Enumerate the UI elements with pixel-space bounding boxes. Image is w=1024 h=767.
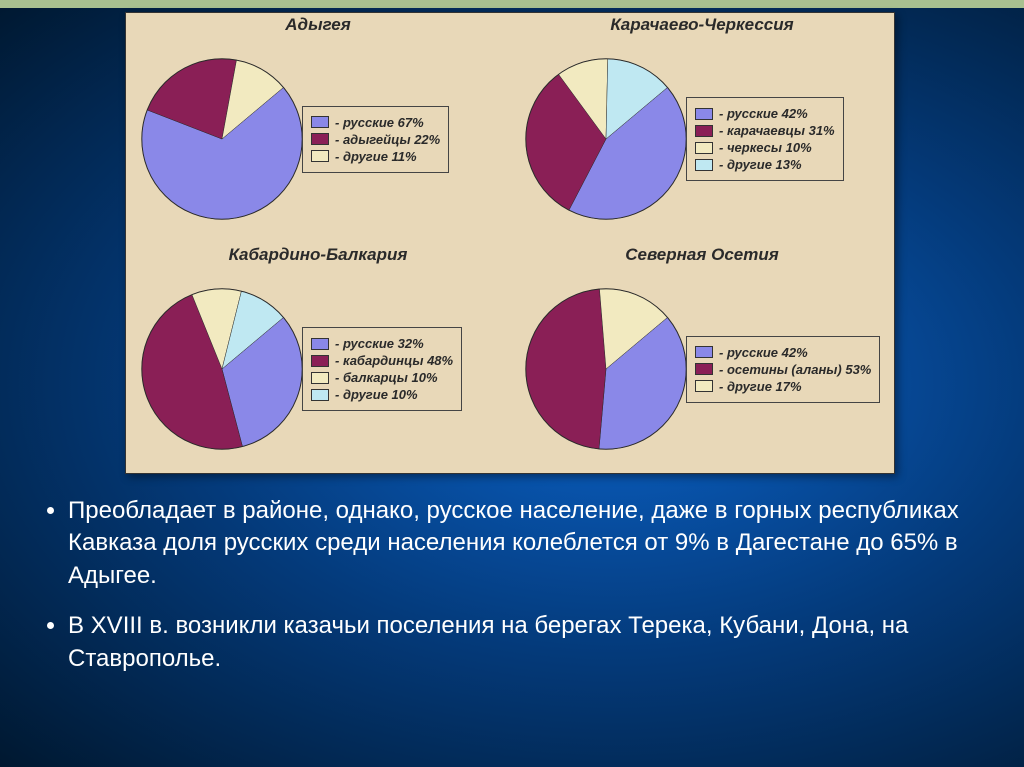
legend: - русские 42% - карачаевцы 31% - черкесы 1…	[686, 97, 844, 181]
legend-row: - осетины (аланы) 53%	[695, 362, 871, 377]
legend-row: - адыгейцы 22%	[311, 132, 440, 147]
legend-label: - кабардинцы 48%	[335, 353, 453, 368]
legend-row: - карачаевцы 31%	[695, 123, 835, 138]
chart-body: - русские 42% - карачаевцы 31% - черкесы 1…	[510, 35, 894, 243]
legend-row: - другие 17%	[695, 379, 871, 394]
chart-cell: Северная Осетия - русские 42% - осетины (а…	[510, 243, 894, 473]
legend-swatch	[695, 346, 713, 358]
legend-swatch	[695, 159, 713, 171]
legend-label: - русские 67%	[335, 115, 424, 130]
legend-row: - русские 42%	[695, 345, 871, 360]
chart-title: Северная Осетия	[625, 245, 779, 265]
legend-label: - черкесы 10%	[719, 140, 812, 155]
legend-row: - другие 10%	[311, 387, 453, 402]
legend-swatch	[695, 108, 713, 120]
legend-label: - осетины (аланы) 53%	[719, 362, 871, 377]
legend-swatch	[311, 150, 329, 162]
chart-title: Адыгея	[285, 15, 350, 35]
chart-cell: Адыгея - русские 67% - адыгейцы 22% - други…	[126, 13, 510, 243]
chart-body: - русские 32% - кабардинцы 48% - балкарцы …	[126, 265, 510, 473]
legend-swatch	[311, 133, 329, 145]
bullet-item: В XVIII в. возникли казачьи поселения на…	[68, 610, 994, 675]
bullet-text: Преобладает в районе, однако, русское на…	[40, 495, 994, 693]
legend-label: - русские 42%	[719, 106, 808, 121]
legend-swatch	[695, 363, 713, 375]
legend-label: - другие 10%	[335, 387, 418, 402]
legend-row: - русские 67%	[311, 115, 440, 130]
legend-swatch	[695, 125, 713, 137]
pie-chart	[516, 279, 696, 459]
legend-row: - кабардинцы 48%	[311, 353, 453, 368]
legend-swatch	[311, 338, 329, 350]
pie-chart	[132, 279, 312, 459]
charts-grid: Адыгея - русские 67% - адыгейцы 22% - други…	[126, 13, 894, 473]
chart-title: Карачаево-Черкессия	[610, 15, 793, 35]
legend-label: - балкарцы 10%	[335, 370, 438, 385]
legend: - русские 67% - адыгейцы 22% - другие 11%	[302, 106, 449, 173]
legend-swatch	[311, 355, 329, 367]
pie-chart	[132, 49, 312, 229]
chart-body: - русские 42% - осетины (аланы) 53% - друг…	[510, 265, 894, 473]
legend-row: - другие 11%	[311, 149, 440, 164]
legend-label: - русские 42%	[719, 345, 808, 360]
bullet-list: Преобладает в районе, однако, русское на…	[40, 495, 994, 675]
chart-title: Кабардино-Балкария	[229, 245, 408, 265]
legend-row: - другие 13%	[695, 157, 835, 172]
legend-row: - русские 32%	[311, 336, 453, 351]
pie-chart	[516, 49, 696, 229]
legend-label: - другие 11%	[335, 149, 417, 164]
legend-swatch	[311, 372, 329, 384]
legend-label: - карачаевцы 31%	[719, 123, 835, 138]
legend: - русские 42% - осетины (аланы) 53% - друг…	[686, 336, 880, 403]
legend-swatch	[311, 389, 329, 401]
legend: - русские 32% - кабардинцы 48% - балкарцы …	[302, 327, 462, 411]
top-accent-bar	[0, 0, 1024, 8]
chart-cell: Карачаево-Черкессия - русские 42% - карача…	[510, 13, 894, 243]
chart-cell: Кабардино-Балкария - русские 32% - кабарди…	[126, 243, 510, 473]
legend-swatch	[695, 380, 713, 392]
legend-row: - черкесы 10%	[695, 140, 835, 155]
legend-label: - другие 17%	[719, 379, 802, 394]
legend-row: - русские 42%	[695, 106, 835, 121]
legend-label: - другие 13%	[719, 157, 802, 172]
charts-panel: Адыгея - русские 67% - адыгейцы 22% - други…	[125, 12, 895, 474]
legend-label: - адыгейцы 22%	[335, 132, 440, 147]
legend-swatch	[311, 116, 329, 128]
legend-swatch	[695, 142, 713, 154]
legend-label: - русские 32%	[335, 336, 424, 351]
bullet-item: Преобладает в районе, однако, русское на…	[68, 495, 994, 592]
chart-body: - русские 67% - адыгейцы 22% - другие 11%	[126, 35, 510, 243]
legend-row: - балкарцы 10%	[311, 370, 453, 385]
